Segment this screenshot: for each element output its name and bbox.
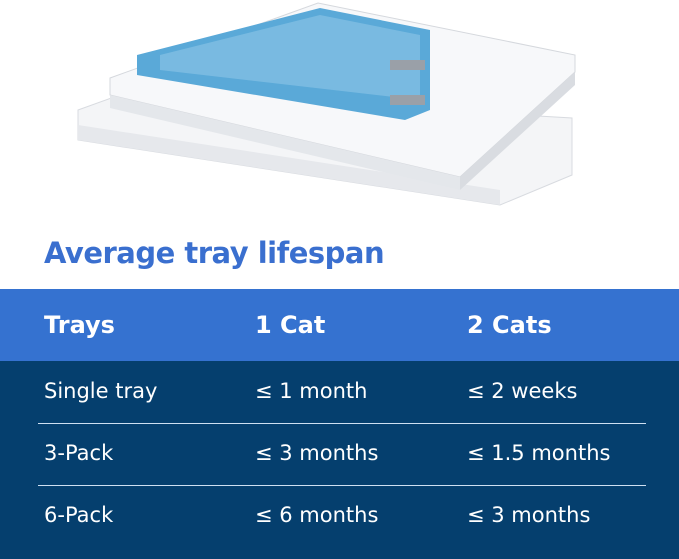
table-row: Single tray ≤ 1 month ≤ 2 weeks — [0, 361, 679, 423]
table-header: Trays 1 Cat 2 Cats — [0, 289, 679, 361]
table-row: 6-Pack ≤ 6 months ≤ 3 months — [0, 485, 679, 547]
tray-cell: 6-Pack — [44, 503, 114, 527]
row-divider — [38, 485, 646, 486]
page-title: Average tray lifespan — [44, 236, 385, 270]
one-cat-cell: ≤ 3 months — [255, 441, 379, 465]
tray-cell: Single tray — [44, 379, 158, 403]
one-cat-cell: ≤ 1 month — [255, 379, 368, 403]
two-cats-cell: ≤ 2 weeks — [467, 379, 578, 403]
litter-tray-icon — [77, 2, 576, 206]
one-cat-cell: ≤ 6 months — [255, 503, 379, 527]
two-cats-cell: ≤ 1.5 months — [467, 441, 611, 465]
table-body: Single tray ≤ 1 month ≤ 2 weeks 3-Pack ≤… — [0, 361, 679, 559]
two-cats-cell: ≤ 3 months — [467, 503, 591, 527]
table-row: 3-Pack ≤ 3 months ≤ 1.5 months — [0, 423, 679, 485]
header-trays: Trays — [44, 311, 115, 339]
header-2-cats: 2 Cats — [467, 311, 552, 339]
row-divider — [38, 423, 646, 424]
header-1-cat: 1 Cat — [255, 311, 326, 339]
tray-cell: 3-Pack — [44, 441, 114, 465]
